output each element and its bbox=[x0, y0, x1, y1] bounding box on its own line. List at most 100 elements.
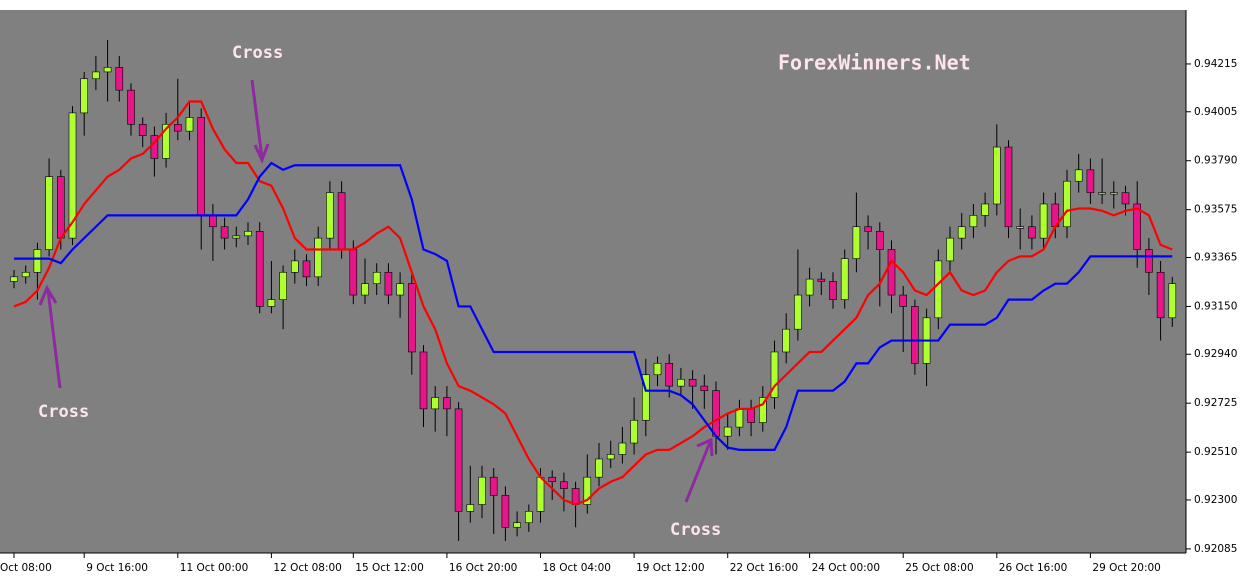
y-tick-label: 0.92300 bbox=[1194, 494, 1237, 506]
candle-body bbox=[946, 237, 954, 262]
candle-body bbox=[513, 522, 521, 528]
candle-body bbox=[981, 203, 989, 216]
candle-body bbox=[419, 351, 428, 410]
candle-body bbox=[899, 294, 908, 307]
candle-body bbox=[794, 294, 802, 330]
y-tick-label: 0.93150 bbox=[1194, 300, 1237, 312]
candle-body bbox=[1004, 146, 1013, 228]
candle-body bbox=[103, 67, 112, 73]
candle-body bbox=[185, 117, 194, 132]
candle-body bbox=[279, 271, 287, 300]
candle-body bbox=[665, 363, 674, 387]
candle-body bbox=[209, 215, 217, 228]
x-tick-label: 26 Oct 16:00 bbox=[999, 562, 1067, 574]
candle-body bbox=[735, 408, 744, 428]
candle-body bbox=[220, 226, 229, 239]
candle-body bbox=[349, 249, 358, 296]
y-tick-label: 0.92725 bbox=[1194, 397, 1237, 409]
candle-body bbox=[372, 271, 381, 284]
candle-body bbox=[560, 481, 568, 489]
candle-body bbox=[770, 351, 779, 398]
ma-line bbox=[13, 100, 1173, 506]
x-tick-label: 11 Oct 00:00 bbox=[180, 562, 248, 574]
ma-line bbox=[14, 161, 1173, 451]
candle-body bbox=[840, 258, 849, 300]
candle-body bbox=[700, 385, 709, 391]
candle-body bbox=[524, 511, 533, 524]
candle-body bbox=[1028, 226, 1036, 239]
annotation: Cross bbox=[38, 402, 89, 422]
candle-body bbox=[1039, 203, 1048, 239]
candle-body bbox=[302, 260, 311, 278]
x-tick-label: 9 Oct 16:00 bbox=[86, 562, 148, 574]
candle-body bbox=[758, 397, 767, 423]
x-tick-label: 24 Oct 00:00 bbox=[812, 562, 880, 574]
candle-body bbox=[887, 249, 896, 296]
candle-body bbox=[782, 328, 791, 353]
candle-body bbox=[723, 426, 732, 437]
arrows bbox=[38, 79, 714, 503]
candle-body bbox=[536, 476, 545, 512]
x-tick-label: 16 Oct 20:00 bbox=[449, 562, 517, 574]
y-tick-label: 0.94215 bbox=[1194, 58, 1237, 70]
candle-body bbox=[384, 271, 393, 296]
candle-body bbox=[92, 71, 100, 80]
y-tick-label: 0.93790 bbox=[1194, 155, 1237, 167]
candle-body bbox=[677, 378, 685, 387]
candle-body bbox=[314, 237, 323, 278]
candle-body bbox=[244, 230, 252, 237]
candle-body bbox=[992, 146, 1001, 205]
candles bbox=[10, 40, 1177, 541]
candle-body bbox=[1145, 249, 1153, 273]
candle-body bbox=[197, 117, 205, 216]
x-tick-label: 25 Oct 08:00 bbox=[905, 562, 973, 574]
candle-body bbox=[548, 476, 557, 483]
candle-body bbox=[443, 397, 451, 410]
candle-body bbox=[10, 276, 18, 282]
candle-body bbox=[21, 271, 30, 278]
candle-body bbox=[407, 283, 416, 353]
candle-body bbox=[267, 299, 276, 307]
candle-body bbox=[127, 89, 135, 125]
candle-body bbox=[115, 67, 124, 91]
candle-body bbox=[255, 230, 264, 307]
candle-body bbox=[817, 278, 826, 282]
candle-body bbox=[45, 176, 53, 250]
candle-body bbox=[630, 419, 638, 444]
arrow bbox=[250, 79, 270, 164]
candle-body bbox=[174, 123, 182, 132]
candle-body bbox=[1063, 180, 1071, 228]
candle-body bbox=[501, 495, 510, 528]
x-tick-label: 19 Oct 12:00 bbox=[636, 562, 704, 574]
candle-body bbox=[641, 374, 650, 421]
candle-body bbox=[396, 283, 404, 296]
y-tick-label: 0.92940 bbox=[1194, 348, 1237, 360]
candle-body bbox=[688, 378, 697, 387]
x-tick-label: 29 Oct 20:00 bbox=[1092, 562, 1160, 574]
annotation: Cross bbox=[670, 520, 721, 540]
candle-body bbox=[747, 408, 755, 423]
candle-body bbox=[911, 306, 919, 364]
y-tick-label: 0.92510 bbox=[1194, 446, 1237, 458]
candle-body bbox=[1121, 192, 1130, 205]
candle-body bbox=[653, 363, 662, 376]
candle-body bbox=[232, 235, 241, 239]
candle-body bbox=[606, 454, 615, 460]
candle-body bbox=[489, 476, 498, 496]
candle-body bbox=[337, 192, 346, 250]
y-tick-label: 0.94005 bbox=[1194, 106, 1237, 118]
candle-body bbox=[1110, 192, 1118, 195]
candle-body bbox=[138, 123, 147, 136]
candle-body bbox=[957, 226, 966, 239]
candle-body bbox=[361, 283, 369, 296]
candle-body bbox=[478, 476, 486, 505]
candle-body bbox=[68, 112, 77, 239]
candle-body bbox=[454, 408, 463, 512]
arrow bbox=[38, 284, 62, 389]
candle-body bbox=[290, 260, 299, 273]
x-tick-label: Oct 08:00 bbox=[0, 562, 52, 574]
x-tick-label: 15 Oct 12:00 bbox=[355, 562, 423, 574]
candle-body bbox=[1074, 169, 1083, 182]
candle-body bbox=[466, 504, 475, 512]
candle-body bbox=[571, 488, 580, 505]
